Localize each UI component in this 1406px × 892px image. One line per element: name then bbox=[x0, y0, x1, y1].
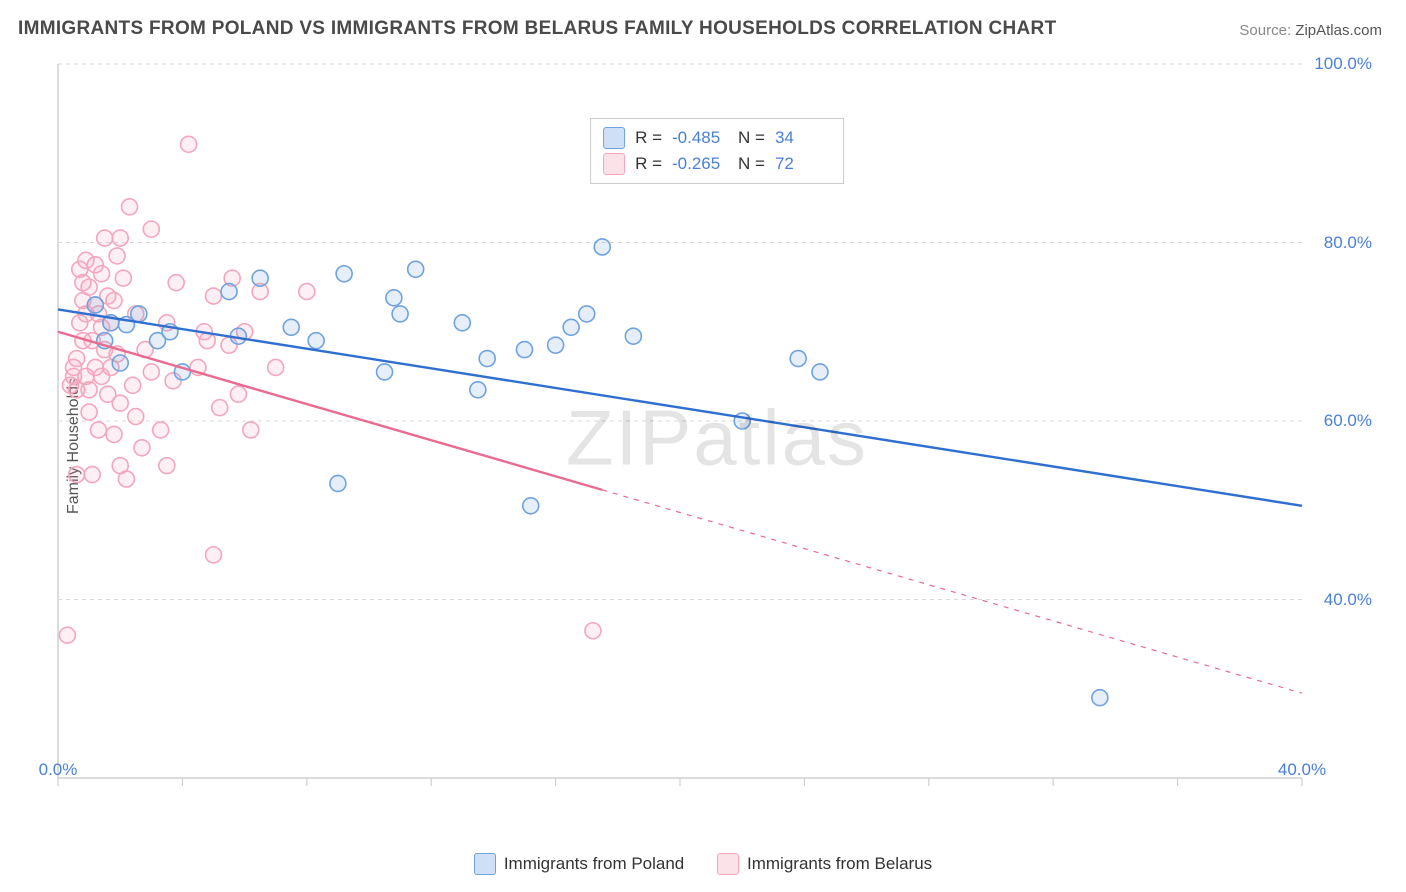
source-site: ZipAtlas.com bbox=[1295, 22, 1382, 39]
x-tick-label: 0.0% bbox=[39, 760, 78, 780]
n-label: N = bbox=[738, 154, 765, 174]
n-label: N = bbox=[738, 128, 765, 148]
y-tick-label: 60.0% bbox=[1324, 411, 1372, 431]
r-value-poland: -0.485 bbox=[672, 128, 728, 148]
legend-swatch-poland bbox=[603, 127, 625, 149]
y-tick-label: 80.0% bbox=[1324, 233, 1372, 253]
correlation-legend: R = -0.485 N = 34 R = -0.265 N = 72 bbox=[590, 118, 844, 184]
legend-item-belarus: Immigrants from Belarus bbox=[717, 853, 932, 875]
x-tick-label: 40.0% bbox=[1278, 760, 1326, 780]
legend-label-poland: Immigrants from Poland bbox=[504, 854, 684, 874]
r-label: R = bbox=[635, 154, 662, 174]
source-label: Source: bbox=[1239, 22, 1291, 39]
legend-row-belarus: R = -0.265 N = 72 bbox=[603, 151, 831, 177]
source-credit: Source: ZipAtlas.com bbox=[1239, 22, 1382, 39]
legend-swatch-belarus-icon bbox=[717, 853, 739, 875]
y-tick-label: 40.0% bbox=[1324, 590, 1372, 610]
page-title: IMMIGRANTS FROM POLAND VS IMMIGRANTS FRO… bbox=[18, 18, 1056, 40]
bottom-legend: Immigrants from Poland Immigrants from B… bbox=[0, 853, 1406, 880]
n-value-belarus: 72 bbox=[775, 154, 831, 174]
n-value-poland: 34 bbox=[775, 128, 831, 148]
y-tick-label: 100.0% bbox=[1314, 54, 1372, 74]
legend-row-poland: R = -0.485 N = 34 bbox=[603, 125, 831, 151]
legend-swatch-poland-icon bbox=[474, 853, 496, 875]
r-label: R = bbox=[635, 128, 662, 148]
r-value-belarus: -0.265 bbox=[672, 154, 728, 174]
legend-swatch-belarus bbox=[603, 153, 625, 175]
legend-label-belarus: Immigrants from Belarus bbox=[747, 854, 932, 874]
chart-area: ZIPatlas R = -0.485 N = 34 R = -0.265 N … bbox=[52, 58, 1382, 818]
legend-item-poland: Immigrants from Poland bbox=[474, 853, 684, 875]
